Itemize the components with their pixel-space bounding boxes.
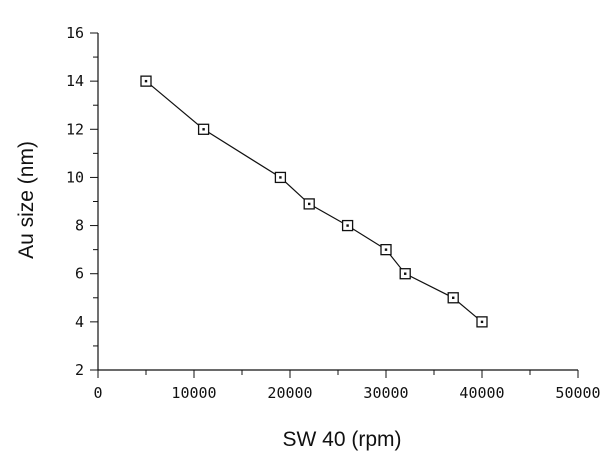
point-center-dot	[202, 128, 205, 131]
y-tick-label: 2	[75, 361, 84, 379]
y-tick-label: 10	[66, 168, 84, 186]
point-center-dot	[279, 176, 282, 179]
x-tick-label: 0	[93, 384, 102, 402]
x-axis-ticks: 0 10000 20000 30000 40000 50000	[93, 370, 601, 402]
data-point	[447, 292, 459, 304]
point-center-dot	[480, 320, 484, 324]
y-tick-label: 12	[66, 120, 84, 138]
data-point	[197, 123, 210, 135]
data-point	[140, 75, 152, 87]
point-center-dot	[346, 224, 349, 227]
y-tick-label: 6	[75, 265, 84, 283]
x-tick-label: 20000	[267, 384, 312, 402]
x-tick-label: 30000	[363, 384, 408, 402]
y-axis-ticks: 2 4 6 8 10 12 14 16	[66, 24, 98, 379]
y-tick-label: 16	[66, 24, 84, 42]
point-center-dot	[384, 248, 388, 251]
x-tick-label: 50000	[555, 384, 600, 402]
y-tick-label: 8	[75, 217, 84, 235]
data-point	[380, 243, 392, 256]
data-point	[476, 316, 488, 328]
point-center-dot	[144, 79, 148, 83]
x-tick-label: 10000	[171, 384, 216, 402]
point-center-dot	[308, 202, 311, 206]
axes	[97, 33, 578, 371]
data-point	[303, 198, 315, 210]
point-center-dot	[404, 272, 407, 275]
y-axis-title: Au size (nm)	[15, 141, 38, 259]
y-tick-label: 14	[66, 72, 84, 90]
data-point	[274, 171, 287, 184]
x-axis-title: SW 40 (rpm)	[282, 428, 401, 451]
x-tick-label: 40000	[459, 384, 504, 402]
point-center-dot	[452, 296, 455, 299]
data-point	[399, 268, 411, 280]
y-tick-label: 4	[75, 313, 84, 331]
plot-area	[140, 75, 488, 328]
data-point	[341, 219, 354, 232]
